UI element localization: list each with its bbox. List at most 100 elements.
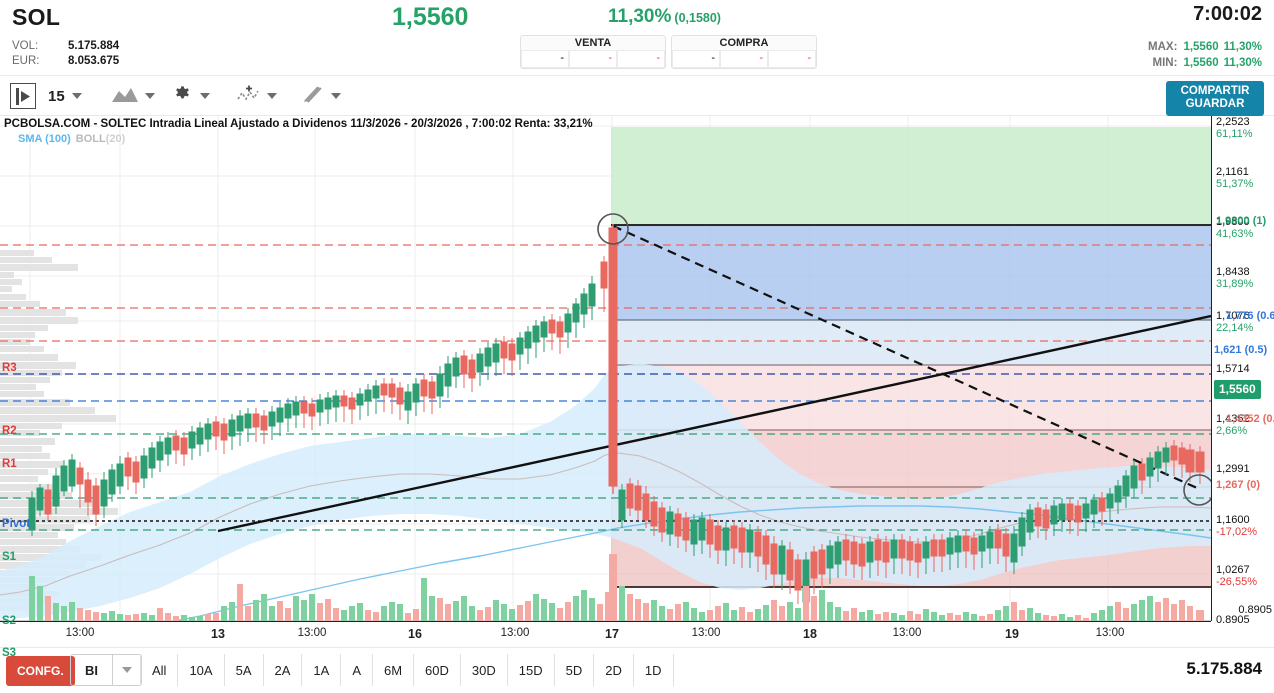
chevron-down-icon[interactable] xyxy=(331,93,341,99)
axis-pct-1: 61,11% xyxy=(1216,128,1253,140)
axis-pct-4: 31,89% xyxy=(1216,278,1254,290)
indicator-boll-label[interactable]: BOLL xyxy=(75,133,106,145)
interval-value: BI xyxy=(85,662,98,678)
eur-label: EUR: xyxy=(12,55,40,67)
max-percent: 11,30% xyxy=(1223,41,1262,53)
time-tick-10: 19 xyxy=(1005,627,1019,641)
volume-row: VOL: 5.175.884 xyxy=(12,40,119,52)
downtrend-line-dashed xyxy=(612,224,1198,490)
venta-cell-2[interactable]: - xyxy=(569,50,617,68)
time-tick-4: 16 xyxy=(408,627,422,641)
chart-type-selector[interactable] xyxy=(112,83,155,109)
axis-price-7: 1,4352 xyxy=(1216,413,1250,425)
change-block: 11,30% (0,1580) xyxy=(608,6,721,28)
chevron-down-icon[interactable] xyxy=(71,93,82,99)
range-button-30d[interactable]: 30D xyxy=(461,654,508,686)
range-buttons[interactable]: All 10A 5A 2A 1A A 6M 60D 30D 15D 5D 2D … xyxy=(140,654,674,686)
compra-title: COMPRA xyxy=(719,37,769,49)
last-price: 1,5560 xyxy=(392,3,469,31)
pivot-label-s3: S3 xyxy=(2,647,17,659)
range-button-15d[interactable]: 15D xyxy=(508,654,555,686)
pivot-label-s2: S2 xyxy=(2,615,17,627)
eur-row: EUR: 8.053.675 xyxy=(12,55,119,67)
venta-title: VENTA xyxy=(574,37,612,49)
axis-pct-9: -17,02% xyxy=(1216,526,1257,538)
current-price-badge: 1,5560 xyxy=(1214,380,1261,399)
gap-down-candle xyxy=(600,224,618,494)
config-button[interactable]: CONFG. xyxy=(6,656,75,686)
annotation-circle-low xyxy=(1183,474,1211,506)
compra-group: COMPRA - - - xyxy=(671,35,817,69)
price-axis[interactable]: 2,2523 61,11% 2,1161 51,37% 1,9800 41,63… xyxy=(1211,116,1274,626)
range-button-2a[interactable]: 2A xyxy=(264,654,303,686)
candlestick-series xyxy=(28,224,1205,612)
bid-ask-panel: VENTA - - - COMPRA - - - xyxy=(520,35,817,69)
axis-pct-3: 41,63% xyxy=(1216,228,1254,240)
quote-header: SOL VOL: 5.175.884 EUR: 8.053.675 1,5560 1… xyxy=(0,0,1274,76)
area-chart-icon xyxy=(112,86,138,107)
indicator-legend[interactable]: SMA (100) BOLL(20) xyxy=(18,133,125,145)
chevron-down-icon[interactable] xyxy=(145,93,155,99)
axis-fib-2: 1,776 (0.61) xyxy=(1226,310,1274,322)
timeframe-label: 15 xyxy=(48,87,65,105)
time-tick-2: 13 xyxy=(211,627,225,641)
time-tick-1: 13:00 xyxy=(65,627,95,639)
timeframe-selector[interactable]: 15 xyxy=(48,83,82,109)
axis-fib-3: 1,621 (0.5) xyxy=(1214,344,1268,356)
range-button-5a[interactable]: 5A xyxy=(225,654,264,686)
divider xyxy=(112,655,113,685)
panel-toggle-icon[interactable] xyxy=(10,83,36,109)
indicator-sma-label[interactable]: SMA (100) xyxy=(18,133,71,145)
venta-cell-3[interactable]: - xyxy=(617,50,665,68)
compra-cell-3[interactable]: - xyxy=(768,50,816,68)
time-tick-8: 18 xyxy=(803,627,817,641)
chevron-down-icon[interactable] xyxy=(200,93,210,99)
interval-selector[interactable]: BI xyxy=(70,654,142,686)
share-label-line1: COMPARTIR xyxy=(1180,85,1250,97)
range-button-60d[interactable]: 60D xyxy=(414,654,461,686)
compra-cell-2[interactable]: - xyxy=(720,50,768,68)
time-tick-6: 17 xyxy=(605,627,619,641)
volume-value: 5.175.884 xyxy=(68,40,120,52)
chart-title: PCBOLSA.COM - SOLTEC Intradia Lineal Aju… xyxy=(4,118,593,130)
volume-axis-last-label: 0.8905 xyxy=(1238,604,1272,616)
venta-cell-1[interactable]: - xyxy=(521,50,569,68)
axis-pct-2: 51,37% xyxy=(1216,178,1254,190)
axis-fib-4: 1,4352 (0.23) xyxy=(1226,413,1274,425)
time-tick-7: 13:00 xyxy=(691,627,721,639)
axis-price-9: 1,1600 xyxy=(1216,514,1250,526)
axis-price-4: 1,8438 xyxy=(1216,266,1250,278)
indicators-selector[interactable] xyxy=(236,83,277,109)
drawing-tools-selector[interactable] xyxy=(302,83,341,109)
axis-pct-10: -26,55% xyxy=(1216,576,1257,588)
max-label: MAX: xyxy=(1148,41,1178,53)
range-button-a[interactable]: A xyxy=(341,654,373,686)
chevron-down-icon[interactable] xyxy=(267,93,277,99)
chevron-down-icon[interactable] xyxy=(122,667,132,673)
annotation-circle-high xyxy=(597,213,629,245)
play-triangle-icon xyxy=(21,90,30,102)
range-button-2d[interactable]: 2D xyxy=(594,654,634,686)
price-plot[interactable] xyxy=(0,116,1211,621)
min-label: MIN: xyxy=(1152,57,1178,69)
change-absolute: (0,1580) xyxy=(674,11,721,25)
range-button-1a[interactable]: 1A xyxy=(302,654,342,686)
price-plot-svg xyxy=(0,116,1211,621)
compra-cell-1[interactable]: - xyxy=(672,50,720,68)
chart-settings[interactable] xyxy=(172,83,210,109)
pencil-icon xyxy=(302,84,324,109)
axis-price-5: 1,7076 xyxy=(1216,310,1250,322)
range-button-1d[interactable]: 1D xyxy=(634,654,674,686)
axis-pct-7: 2,66% xyxy=(1216,425,1248,437)
range-button-all[interactable]: All xyxy=(140,654,179,686)
axis-price-2: 2,1161 xyxy=(1216,166,1249,178)
time-axis[interactable]: 13:00 13 13:00 16 13:00 17 13:00 18 13:0… xyxy=(0,621,1211,647)
range-button-6m[interactable]: 6M xyxy=(373,654,415,686)
min-percent: 11,30% xyxy=(1223,57,1262,69)
volume-subchart xyxy=(0,554,1211,621)
pivot-label-r1: R1 xyxy=(2,458,17,470)
share-save-button[interactable]: COMPARTIR GUARDAR xyxy=(1166,81,1264,116)
range-button-5d[interactable]: 5D xyxy=(555,654,595,686)
range-button-10a[interactable]: 10A xyxy=(178,654,225,686)
